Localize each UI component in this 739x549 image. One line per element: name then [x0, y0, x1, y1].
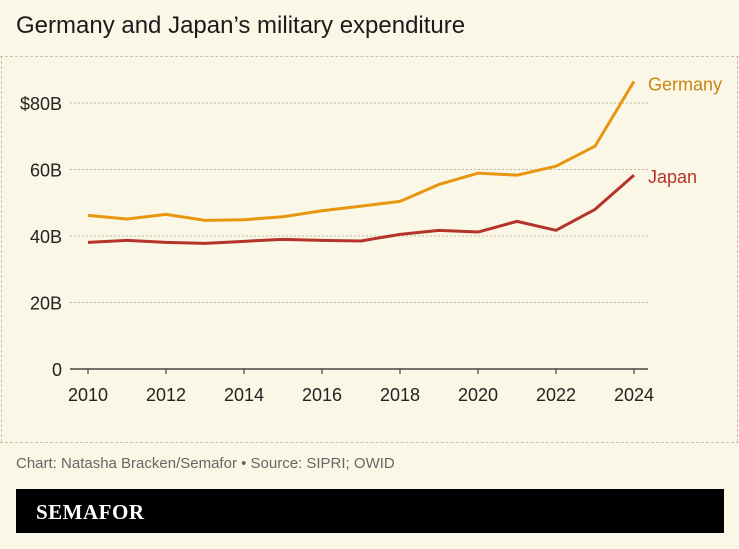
y-tick-label: 40B	[30, 227, 62, 247]
x-tick-label: 2018	[380, 385, 420, 405]
series-line-germany	[87, 80, 636, 222]
x-tick-label: 2022	[536, 385, 576, 405]
x-tick-label: 2012	[146, 385, 186, 405]
frame-left	[1, 56, 2, 442]
x-tick-label: 2014	[224, 385, 264, 405]
brand-bar: SEMAFOR	[16, 489, 724, 533]
series-label-japan: Japan	[648, 167, 697, 187]
y-tick-label: 0	[52, 360, 62, 380]
x-tick-label: 2016	[302, 385, 342, 405]
y-tick-label: $80B	[20, 94, 62, 114]
x-tick-label: 2010	[68, 385, 108, 405]
frame-right	[737, 56, 738, 442]
divider-bottom	[0, 442, 739, 443]
x-tick-label: 2024	[614, 385, 654, 405]
y-tick-label: 60B	[30, 161, 62, 181]
series-label-germany: Germany	[648, 74, 722, 94]
series-line-japan	[87, 174, 635, 245]
source-credit: Chart: Natasha Bracken/Semafor • Source:…	[16, 455, 395, 472]
divider-top	[0, 56, 739, 57]
y-tick-label: 20B	[30, 294, 62, 314]
chart-title: Germany and Japan’s military expenditure	[16, 12, 466, 39]
x-tick-label: 2020	[458, 385, 498, 405]
semafor-logo: SEMAFOR	[36, 500, 145, 524]
